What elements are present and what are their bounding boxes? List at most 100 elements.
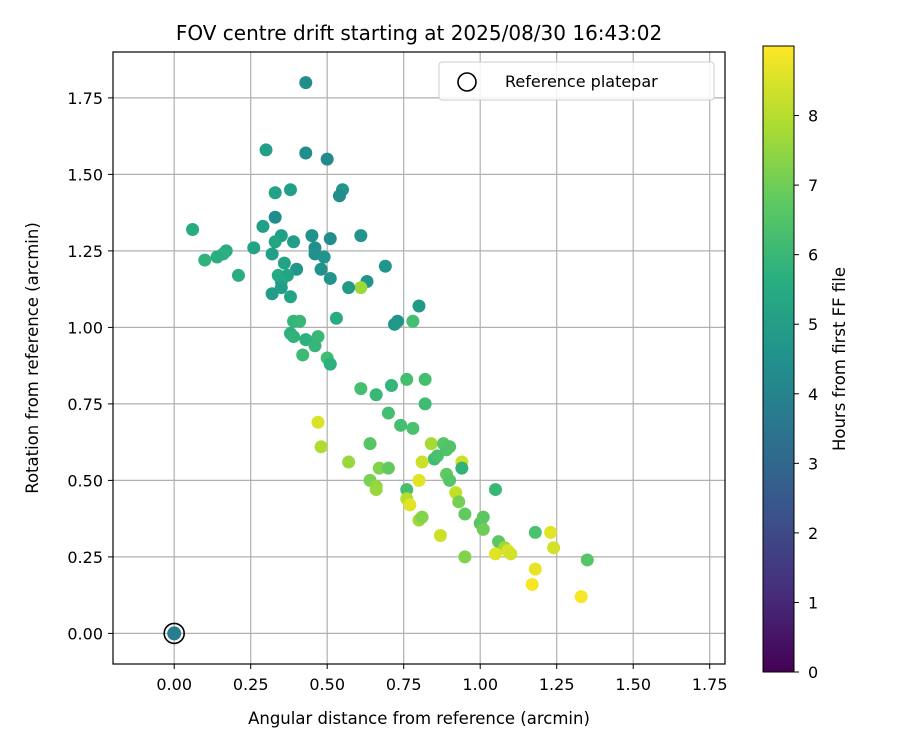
y-tick-label: 1.50 bbox=[67, 165, 103, 184]
data-point bbox=[476, 522, 490, 536]
data-point bbox=[372, 461, 386, 475]
colorbar-tick-label: 3 bbox=[808, 454, 818, 473]
data-point bbox=[342, 281, 356, 295]
data-point bbox=[283, 183, 297, 197]
legend-box bbox=[438, 61, 715, 101]
data-point bbox=[323, 271, 337, 285]
y-tick-label: 1.25 bbox=[67, 242, 103, 261]
data-point bbox=[544, 525, 558, 539]
x-tick-label: 1.75 bbox=[692, 675, 728, 694]
y-tick-label: 0.75 bbox=[67, 395, 103, 414]
grid-lines bbox=[113, 52, 725, 664]
data-point bbox=[458, 507, 472, 521]
reference-point-fill bbox=[167, 626, 182, 641]
data-point bbox=[433, 528, 447, 542]
data-point bbox=[265, 287, 279, 301]
data-point bbox=[400, 372, 414, 386]
colorbar-tick-label: 7 bbox=[808, 176, 818, 195]
data-point bbox=[378, 259, 392, 273]
data-point bbox=[317, 250, 331, 264]
y-tick-label: 0.25 bbox=[67, 548, 103, 567]
colorbar-tick-label: 5 bbox=[808, 315, 818, 334]
colorbar-tick-label: 8 bbox=[808, 107, 818, 126]
data-point bbox=[443, 440, 457, 454]
data-point bbox=[381, 461, 395, 475]
data-point bbox=[384, 379, 398, 393]
data-point bbox=[268, 186, 282, 200]
data-point bbox=[547, 541, 561, 555]
data-point bbox=[354, 382, 368, 396]
data-point bbox=[504, 547, 518, 561]
data-point bbox=[290, 262, 304, 276]
data-point bbox=[403, 498, 417, 512]
data-point bbox=[210, 250, 224, 264]
colorbar-gradient bbox=[762, 45, 795, 673]
data-point bbox=[354, 281, 368, 295]
x-tick-label: 0.00 bbox=[156, 675, 192, 694]
data-point bbox=[323, 357, 337, 371]
data-point bbox=[287, 330, 301, 344]
data-point bbox=[320, 152, 334, 166]
data-point bbox=[308, 339, 322, 353]
data-point bbox=[430, 449, 444, 463]
data-point bbox=[265, 247, 279, 261]
colorbar-tick-label: 1 bbox=[808, 593, 818, 612]
data-point bbox=[268, 235, 282, 249]
legend-marker bbox=[457, 72, 477, 92]
data-point bbox=[274, 281, 288, 295]
data-point bbox=[400, 483, 414, 497]
data-point bbox=[314, 440, 328, 454]
colorbar-tick-label: 6 bbox=[808, 246, 818, 265]
data-point bbox=[525, 577, 539, 591]
data-point bbox=[406, 421, 420, 435]
data-point bbox=[418, 397, 432, 411]
data-point bbox=[247, 241, 261, 255]
data-point bbox=[458, 550, 472, 564]
data-point bbox=[305, 229, 319, 243]
colorbar: 0 1 2 3 4 5 6 7 8 Hours from first FF file bbox=[762, 45, 849, 682]
x-tick-label: 0.75 bbox=[386, 675, 422, 694]
colorbar-tick-label: 2 bbox=[808, 524, 818, 543]
scatter-points bbox=[163, 76, 594, 645]
legend-label: Reference platepar bbox=[505, 72, 658, 91]
x-tick-label: 1.00 bbox=[462, 675, 498, 694]
data-point bbox=[580, 553, 594, 567]
data-point bbox=[412, 473, 426, 487]
data-point bbox=[369, 483, 383, 497]
data-point bbox=[323, 232, 337, 246]
colorbar-ticks: 0 1 2 3 4 5 6 7 8 bbox=[794, 107, 818, 682]
data-point bbox=[528, 562, 542, 576]
x-axis-ticks: 0.00 0.25 0.50 0.75 1.00 1.25 1.50 1.75 bbox=[156, 664, 728, 694]
legend: Reference platepar bbox=[438, 61, 715, 101]
data-point bbox=[329, 311, 343, 325]
plot-frame bbox=[112, 51, 726, 665]
x-tick-label: 1.25 bbox=[539, 675, 575, 694]
data-point bbox=[299, 146, 313, 160]
y-tick-label: 0.00 bbox=[67, 624, 103, 643]
data-point bbox=[489, 547, 502, 561]
data-point bbox=[415, 455, 429, 469]
colorbar-tick-label: 4 bbox=[808, 385, 818, 404]
data-point bbox=[314, 262, 328, 276]
x-tick-label: 0.50 bbox=[309, 675, 345, 694]
data-point bbox=[332, 189, 346, 203]
data-point bbox=[277, 256, 291, 270]
data-point bbox=[574, 590, 588, 604]
data-point bbox=[256, 219, 270, 233]
data-point bbox=[424, 437, 438, 451]
x-tick-label: 0.25 bbox=[233, 675, 269, 694]
data-point bbox=[283, 290, 297, 304]
colorbar-label: Hours from first FF file bbox=[830, 267, 849, 451]
data-point bbox=[363, 437, 377, 451]
y-tick-label: 1.75 bbox=[67, 89, 103, 108]
data-point bbox=[388, 317, 402, 331]
reference-platepar-marker bbox=[163, 622, 185, 645]
data-point bbox=[381, 406, 395, 420]
colorbar-tick-label: 0 bbox=[808, 663, 818, 682]
data-point bbox=[296, 348, 310, 362]
x-axis-label: Angular distance from reference (arcmin) bbox=[248, 709, 590, 728]
data-point bbox=[268, 210, 282, 224]
data-point bbox=[354, 229, 368, 243]
data-point bbox=[369, 388, 383, 402]
